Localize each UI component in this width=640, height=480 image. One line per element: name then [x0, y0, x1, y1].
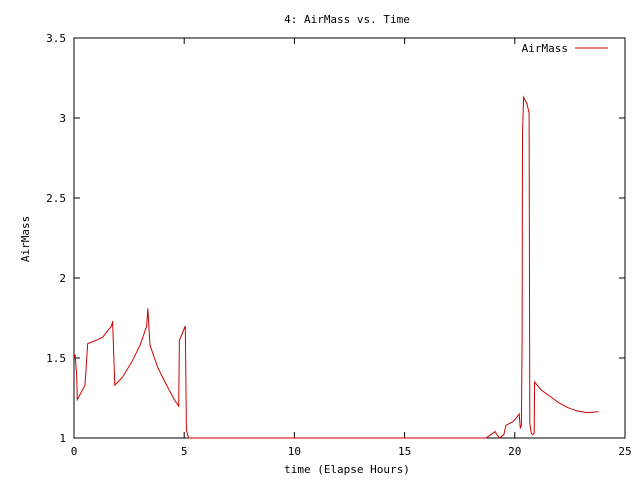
y-tick-label: 2 — [59, 272, 66, 285]
x-tick-label: 10 — [288, 445, 301, 458]
x-tick-label: 20 — [508, 445, 521, 458]
x-tick-label: 0 — [71, 445, 78, 458]
x-tick-label: 25 — [618, 445, 631, 458]
airmass-series-line — [73, 95, 599, 439]
y-axis-label: AirMass — [19, 216, 32, 262]
y-tick-label: 2.5 — [46, 192, 66, 205]
x-tick-label: 5 — [181, 445, 188, 458]
legend: AirMass — [522, 42, 608, 55]
x-axis-label: time (Elapse Hours) — [284, 463, 410, 476]
y-tick-label: 3.5 — [46, 32, 66, 45]
y-tick-label: 3 — [59, 112, 66, 125]
x-tick-label: 15 — [398, 445, 411, 458]
axis-ticks: 0 5 10 15 20 25 1 1.5 2 2.5 3 3.5 — [46, 32, 632, 458]
chart-title: 4: AirMass vs. Time — [284, 13, 410, 26]
y-tick-label: 1 — [59, 432, 66, 445]
legend-label: AirMass — [522, 42, 568, 55]
y-tick-label: 1.5 — [46, 352, 66, 365]
